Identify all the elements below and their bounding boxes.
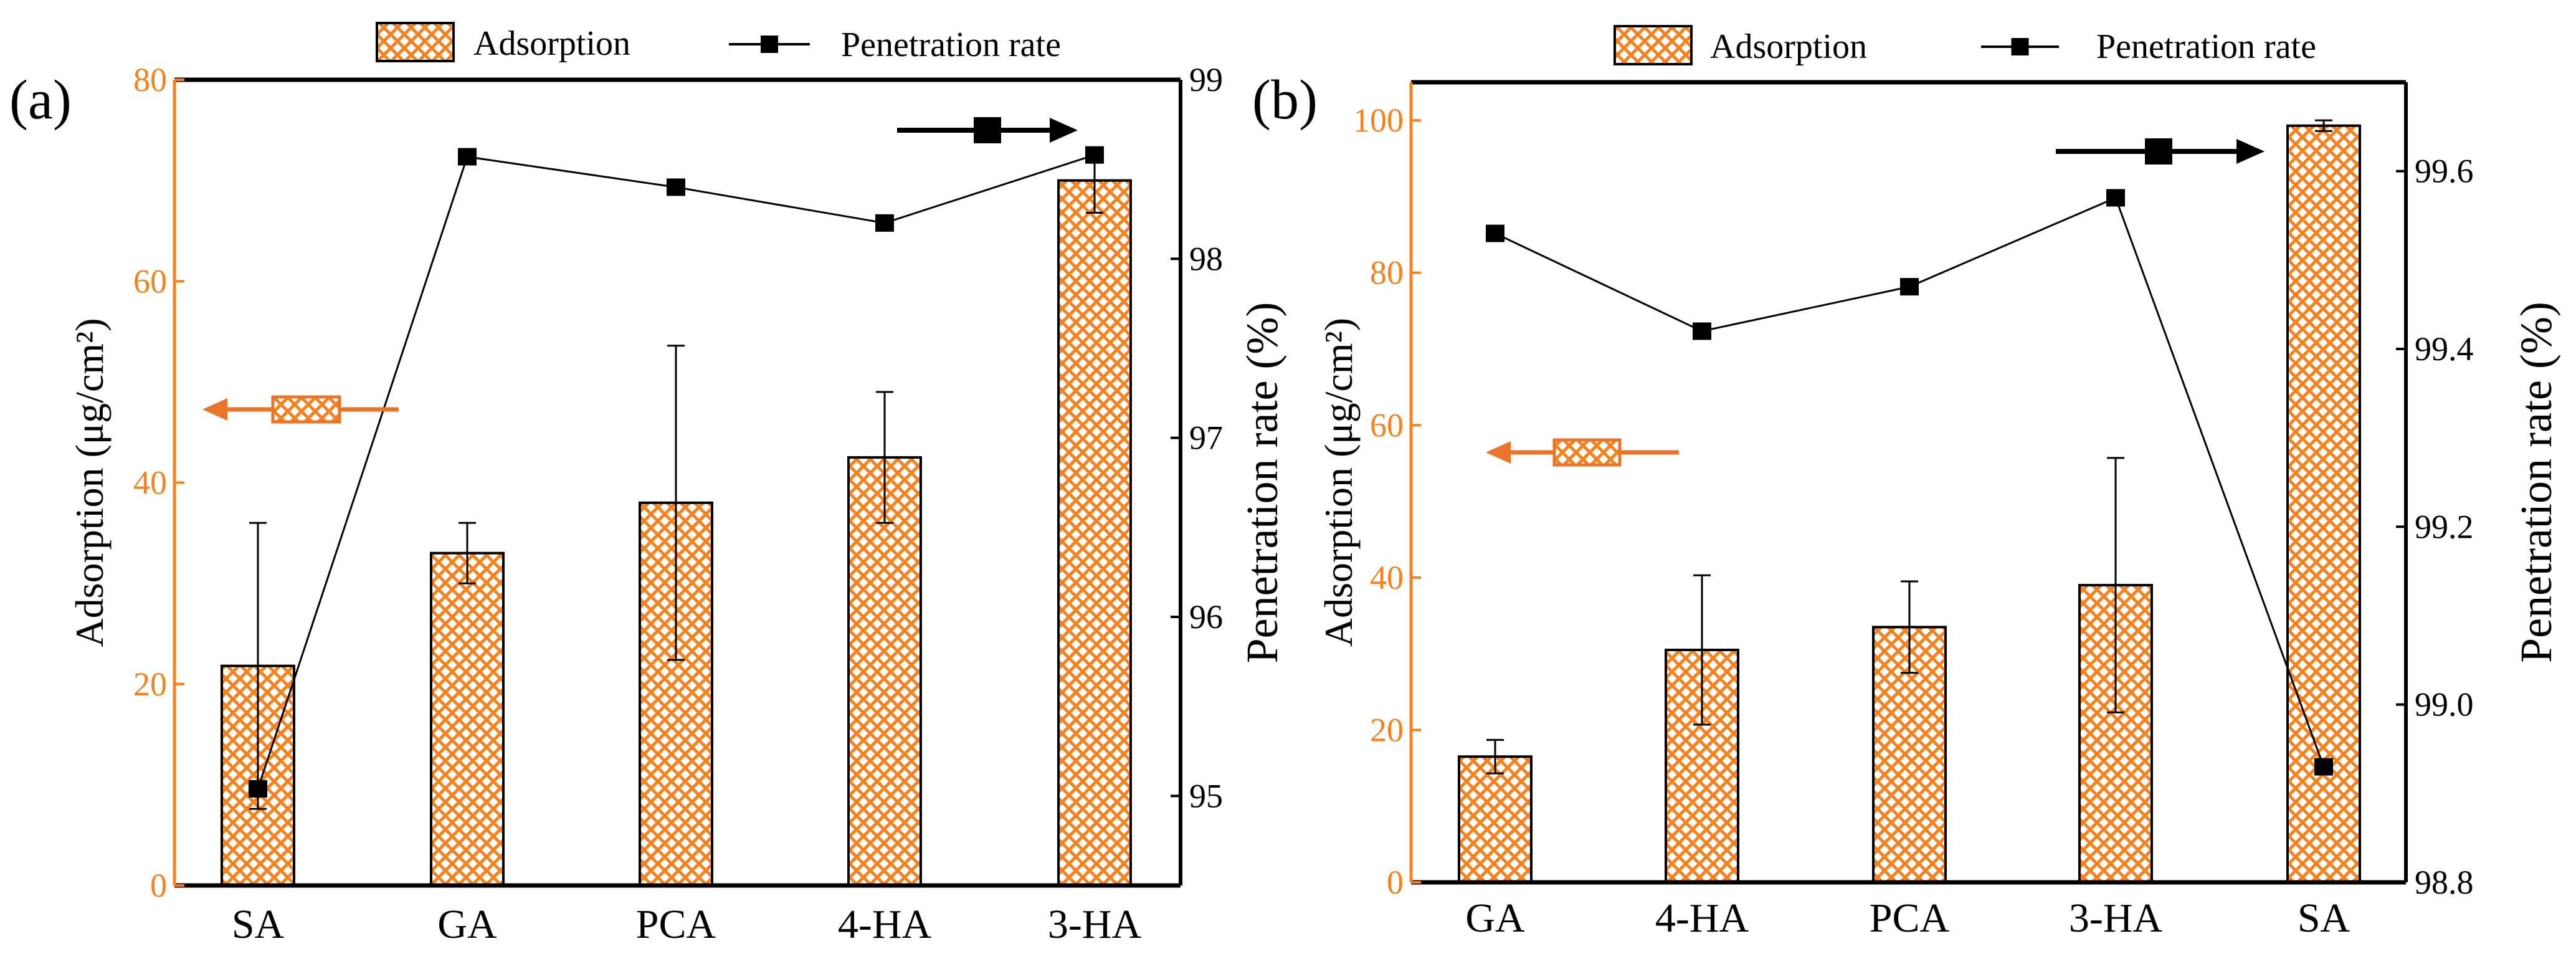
legend-swatch-adsorption (376, 22, 455, 62)
penetration-point-3-HA (2106, 189, 2125, 207)
legend-label-penetration: Penetration rate (2096, 27, 2316, 66)
y2-tick-label: 99.0 (2415, 686, 2474, 723)
penetration-point-PCA (1900, 278, 1919, 296)
y-axis-title: Adsorption (μg/cm²) (67, 318, 112, 647)
penetration-point-4-HA (875, 214, 894, 232)
left-arrow-swatch (1552, 438, 1622, 467)
legend-marker-penetration (2011, 38, 2029, 55)
panel-label: (b) (1252, 69, 1318, 131)
bar-SA (2286, 124, 2361, 884)
y2-tick-label: 99.6 (2415, 153, 2474, 190)
x-tick-label: 3-HA (2069, 895, 2163, 941)
y2-tick-label: 99.2 (2415, 508, 2474, 545)
y-tick-label: 80 (1370, 254, 1404, 292)
chart-panel-b: (b) Adsorption Penetration rate 0 20 40 60 80 10… (1252, 25, 2561, 941)
y-tick-label: 60 (133, 262, 167, 300)
left-arrow-head (202, 398, 227, 421)
legend-label-penetration: Penetration rate (841, 26, 1061, 64)
x-tick-label: GA (437, 902, 497, 947)
y2-tick-label: 98 (1189, 240, 1223, 277)
right-arrow-head (1050, 118, 1078, 143)
y2-tick-label: 99.4 (2415, 330, 2474, 368)
y-tick-label: 20 (1370, 711, 1404, 748)
y-tick-label: 60 (1370, 406, 1404, 444)
legend-label-adsorption: Adsorption (1710, 27, 1867, 66)
right-arrow-marker (2145, 138, 2172, 165)
y-tick-label: 40 (1370, 559, 1404, 596)
penetration-point-4-HA (1693, 322, 1711, 340)
chart-panel-a: (a) Adsorption Penetration rate 0 20 40 60 80 95… (9, 22, 1287, 947)
y-tick-label: 0 (150, 867, 167, 904)
left-arrow-head (1486, 441, 1511, 464)
bar-GA (1458, 755, 1533, 884)
y2-axis-title: Penetration rate (%) (2511, 302, 2561, 663)
chart-panels: (a) Adsorption Penetration rate 0 20 40 60 80 95… (9, 22, 2561, 947)
x-tick-label: 4-HA (838, 902, 932, 947)
y-tick-label: 20 (133, 666, 167, 703)
y-tick-label: 40 (133, 464, 167, 502)
penetration-point-PCA (667, 178, 685, 196)
bar-GA (430, 551, 505, 887)
y2-tick-label: 96 (1189, 598, 1223, 636)
y-axis-title: Adsorption (μg/cm²) (1316, 318, 1361, 647)
x-tick-label: SA (232, 902, 285, 947)
right-arrow-head (2236, 139, 2265, 164)
y2-tick-label: 97 (1189, 419, 1223, 457)
x-tick-label: 4-HA (1655, 895, 1749, 941)
panel-label: (a) (9, 69, 72, 131)
x-tick-label: 3-HA (1048, 902, 1142, 947)
y-tick-label: 100 (1353, 102, 1404, 139)
penetration-point-GA (458, 148, 477, 166)
right-arrow-marker (974, 117, 1001, 143)
legend-label-adsorption: Adsorption (473, 24, 630, 63)
y2-tick-label: 99 (1189, 61, 1223, 98)
penetration-point-SA (2314, 758, 2333, 776)
left-arrow-swatch (271, 395, 341, 424)
bar-3-HA (1057, 179, 1132, 887)
y-tick-label: 80 (133, 61, 167, 98)
x-tick-label: PCA (636, 902, 716, 947)
y-tick-label: 0 (1387, 864, 1404, 901)
legend-marker-penetration (761, 36, 778, 53)
penetration-point-3-HA (1085, 146, 1104, 164)
legend-swatch-adsorption (1614, 25, 1693, 65)
x-tick-label: PCA (1870, 895, 1950, 941)
penetration-point-GA (1486, 224, 1504, 242)
y2-axis-title: Penetration rate (%) (1237, 302, 1287, 664)
x-tick-label: SA (2298, 895, 2350, 941)
y2-tick-label: 98.8 (2415, 864, 2474, 901)
penetration-point-SA (249, 780, 267, 798)
x-tick-label: GA (1465, 895, 1525, 941)
y2-tick-label: 95 (1189, 777, 1223, 814)
